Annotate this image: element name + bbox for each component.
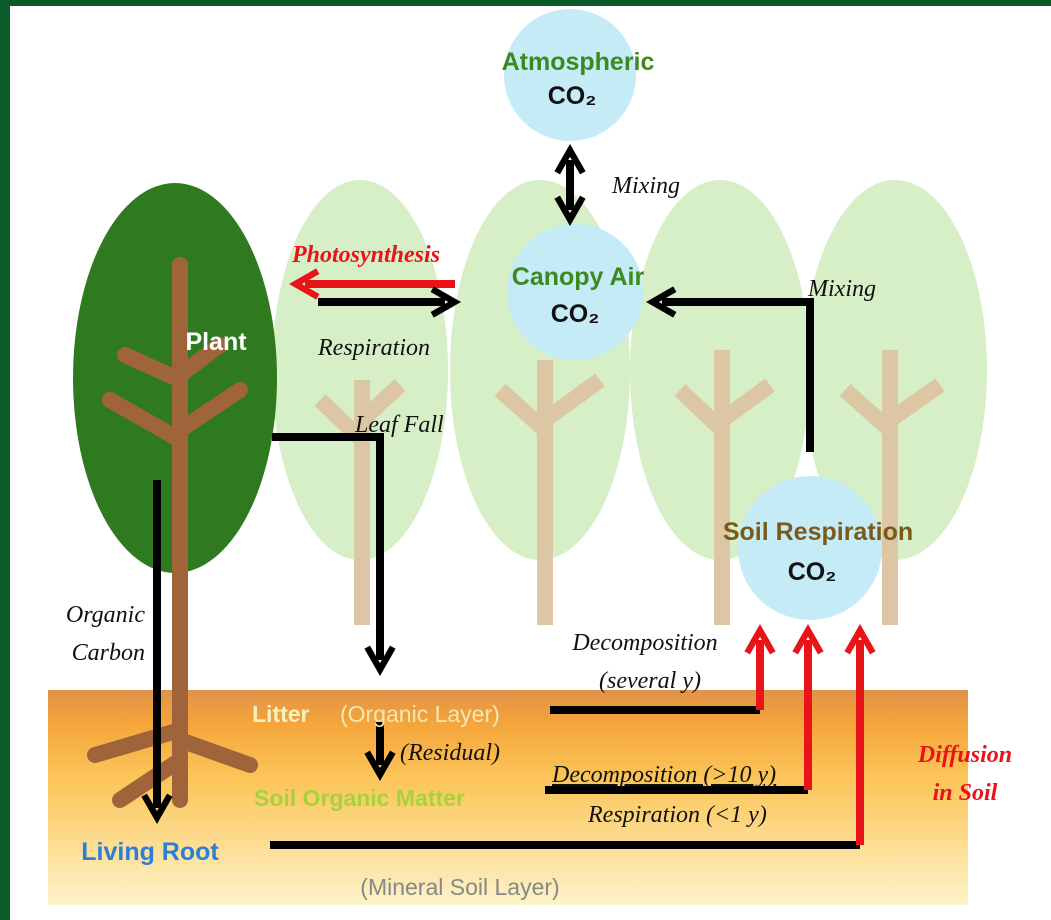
node-label: Living Root: [81, 838, 219, 866]
process-label: Leaf Fall: [354, 412, 444, 438]
process-label: Decomposition: [571, 630, 717, 656]
layer-label: (Organic Layer): [340, 701, 500, 727]
process-label: Organic: [66, 602, 145, 628]
process-label: Diffusion: [917, 742, 1012, 768]
leaf-fall-arrow: [272, 433, 396, 677]
plant-trunk: [87, 257, 258, 808]
node-label: CO₂: [551, 300, 600, 328]
node-label: Atmospheric: [502, 48, 655, 76]
arrows: [141, 143, 876, 849]
layer-label: Soil Organic Matter: [254, 785, 465, 811]
node-label: CO₂: [548, 82, 597, 110]
soil-pool: [738, 476, 882, 620]
node-label: Soil Respiration: [723, 518, 913, 546]
process-label: Carbon: [72, 640, 145, 666]
atmospheric-pool: [504, 9, 636, 141]
process-label: Respiration: [317, 335, 430, 361]
process-label: Mixing: [807, 276, 876, 302]
process-label: (Residual): [400, 740, 500, 766]
canopy-pool: [507, 224, 643, 360]
node-label: CO₂: [788, 558, 837, 586]
process-label: in Soil: [933, 780, 998, 806]
node-label: Plant: [185, 328, 247, 356]
process-label: (several y): [599, 668, 701, 694]
process-label: Photosynthesis: [291, 242, 440, 268]
node-label: Canopy Air: [512, 263, 645, 291]
process-label: Mixing: [611, 173, 680, 199]
process-label: Decomposition (>10 y): [551, 762, 776, 788]
soil-band: [48, 690, 968, 905]
process-label: Respiration (<1 y): [587, 802, 767, 828]
layer-label: Litter: [252, 701, 310, 727]
trunks: [314, 350, 945, 625]
mixing-arrow: [645, 286, 814, 452]
layer-label: (Mineral Soil Layer): [360, 874, 559, 900]
